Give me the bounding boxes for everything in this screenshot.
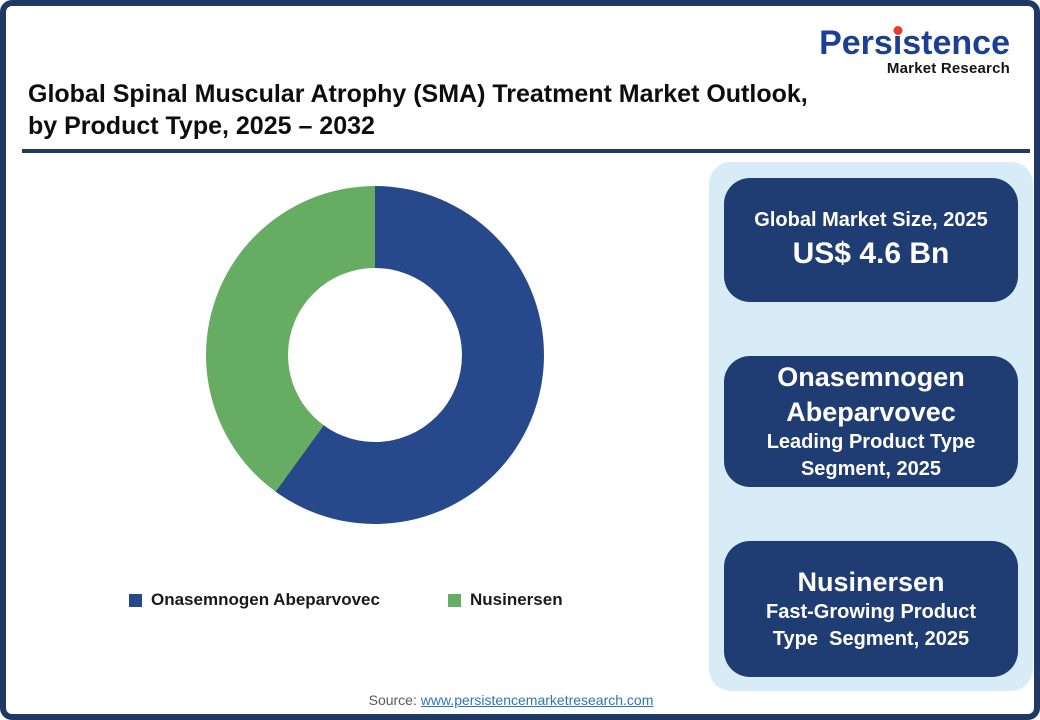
- logo-wordmark: Persistence: [819, 24, 1010, 62]
- legend-label: Nusinersen: [470, 590, 563, 609]
- legend-label: Onasemnogen Abeparvovec: [151, 590, 380, 609]
- fast-growing-segment-name: Nusinersen: [797, 566, 945, 597]
- source-link[interactable]: www.persistencemarketresearch.com: [420, 692, 654, 708]
- page-title: Global Spinal Muscular Atrophy (SMA) Tre…: [28, 78, 948, 142]
- market-size-value: US$ 4.6 Bn: [792, 237, 950, 271]
- donut-chart: [206, 186, 544, 524]
- leading-segment-name-line1: Onasemnogen: [777, 362, 965, 393]
- logo-wordmark-post: stence: [902, 24, 1010, 62]
- legend-item-onasemnogen-abeparvovec: Onasemnogen Abeparvovec: [129, 590, 380, 610]
- fast-growing-segment-desc-line1: Fast-Growing Product: [766, 601, 976, 623]
- page-title-line2: by Product Type, 2025 – 2032: [28, 112, 375, 140]
- logo-subtitle: Market Research: [886, 59, 1010, 77]
- logo-i-red-dot: i: [892, 24, 903, 62]
- brand-logo: Persistence Market Research: [819, 24, 1010, 77]
- leading-segment-desc-line2: Segment, 2025: [800, 457, 942, 480]
- source-label: Source:: [368, 692, 417, 708]
- page-title-line1: Global Spinal Muscular Atrophy (SMA) Tre…: [28, 80, 808, 108]
- card-leading-segment: Onasemnogen Abeparvovec Leading Product …: [724, 356, 1018, 487]
- legend-item-nusinersen: Nusinersen: [448, 590, 563, 610]
- title-divider: [22, 149, 1030, 153]
- highlights-panel: Global Market Size, 2025 US$ 4.6 Bn Onas…: [709, 162, 1033, 691]
- donut-chart-hole: [288, 268, 462, 442]
- leading-segment-name-line2: Abeparvovec: [786, 396, 956, 427]
- card-fast-growing-segment: Nusinersen Fast-Growing Product Type Seg…: [724, 541, 1018, 677]
- legend-swatch-blue: [129, 593, 142, 607]
- legend-swatch-green: [448, 593, 461, 607]
- source-line: Source: www.persistencemarketresearch.co…: [6, 692, 1016, 708]
- market-size-label: Global Market Size, 2025: [754, 209, 988, 232]
- leading-segment-desc-line1: Leading Product Type: [766, 430, 976, 453]
- card-global-market-size: Global Market Size, 2025 US$ 4.6 Bn: [724, 178, 1018, 302]
- fast-growing-segment-desc-line2: Type Segment, 2025: [772, 628, 970, 650]
- logo-wordmark-pre: Pers: [819, 24, 893, 62]
